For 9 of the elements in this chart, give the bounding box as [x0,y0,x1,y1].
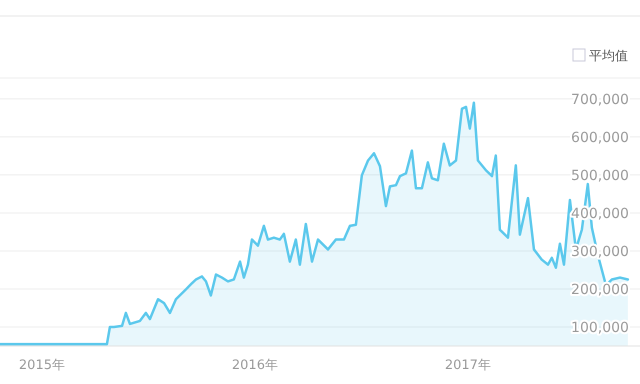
text: 平均值 [589,49,628,64]
y-tick-label: 200,000 [571,282,629,298]
y-tick-label: 500,000 [571,168,629,184]
x-tick-label: 2017年 [444,358,491,373]
x-tick-label: 2016年 [232,358,278,373]
y-tick-label: 100,000 [571,320,629,336]
y-tick-label: 600,000 [571,130,629,146]
x-tick-label: 2015年 [18,358,66,373]
y-tick-label: 700,000 [571,92,629,108]
